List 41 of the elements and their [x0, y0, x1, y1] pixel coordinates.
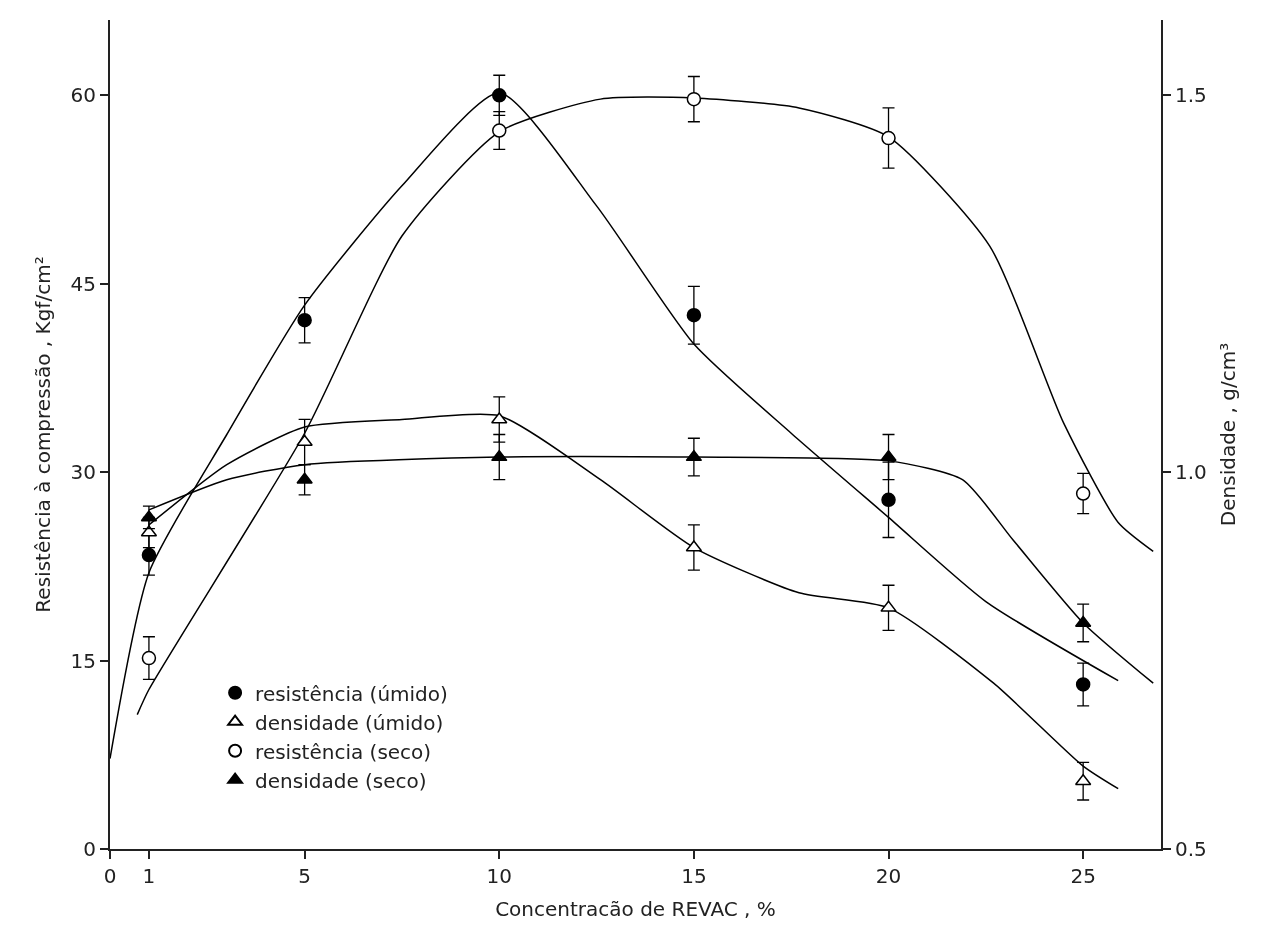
legend-label: densidade (seco): [255, 768, 427, 793]
point: [1075, 677, 1091, 692]
point: [1075, 486, 1091, 501]
point: [881, 130, 896, 146]
point: [297, 312, 312, 328]
y-tick-label: 0: [83, 837, 96, 861]
x-tick-label: 0: [103, 864, 117, 888]
point: [141, 547, 157, 563]
legend-label: resistência (úmido): [255, 681, 448, 706]
y2-tick-label: 0.5: [1175, 837, 1207, 861]
point: [1074, 773, 1092, 786]
point: [686, 307, 702, 323]
point: [296, 472, 313, 484]
point: [880, 600, 897, 612]
x-axis-title: Concentracão de REVAC , %: [495, 897, 776, 921]
y-tick-label: 45: [70, 271, 96, 296]
point: [491, 449, 508, 462]
y-tick-label: 60: [70, 83, 96, 108]
point: [881, 492, 896, 508]
point: [685, 449, 703, 462]
x-tick-label: 10: [486, 864, 512, 888]
point: [686, 91, 702, 107]
point: [296, 434, 313, 447]
point: [492, 123, 507, 138]
x-tick-label: 20: [875, 864, 902, 888]
y2-tick-label: 1.5: [1175, 83, 1207, 108]
point: [491, 412, 508, 424]
point: [492, 88, 507, 103]
x-tick-label: 1: [142, 864, 156, 888]
legend-label: resistência (seco): [255, 739, 432, 764]
x-tick-label: 15: [681, 864, 707, 888]
y-tick-label: 15: [70, 648, 96, 673]
legend-label: densidade (úmido): [255, 710, 444, 735]
point: [141, 650, 157, 666]
y-axis-title: Resistência à compressão , Kgf/cm²: [30, 256, 55, 613]
x-tick-label: 5: [298, 864, 311, 888]
y2-axis-title: Densidade , g/cm³: [1215, 342, 1240, 527]
point: [880, 449, 897, 462]
x-tick-label: 25: [1070, 864, 1096, 888]
y2-tick-label: 1.0: [1175, 460, 1207, 485]
y-tick-label: 30: [70, 460, 96, 485]
